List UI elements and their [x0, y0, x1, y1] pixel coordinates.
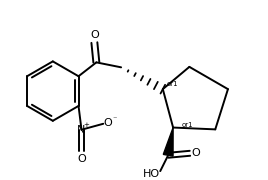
Text: or1: or1	[181, 122, 193, 128]
Text: or1: or1	[167, 81, 178, 87]
Text: +: +	[84, 122, 90, 128]
Text: O: O	[104, 118, 113, 128]
Text: O: O	[192, 148, 200, 158]
Text: HO: HO	[143, 169, 160, 179]
Text: O: O	[77, 154, 86, 164]
Text: ⁻: ⁻	[112, 114, 116, 123]
Text: O: O	[90, 30, 99, 40]
Text: N: N	[77, 125, 86, 135]
Polygon shape	[163, 128, 173, 156]
